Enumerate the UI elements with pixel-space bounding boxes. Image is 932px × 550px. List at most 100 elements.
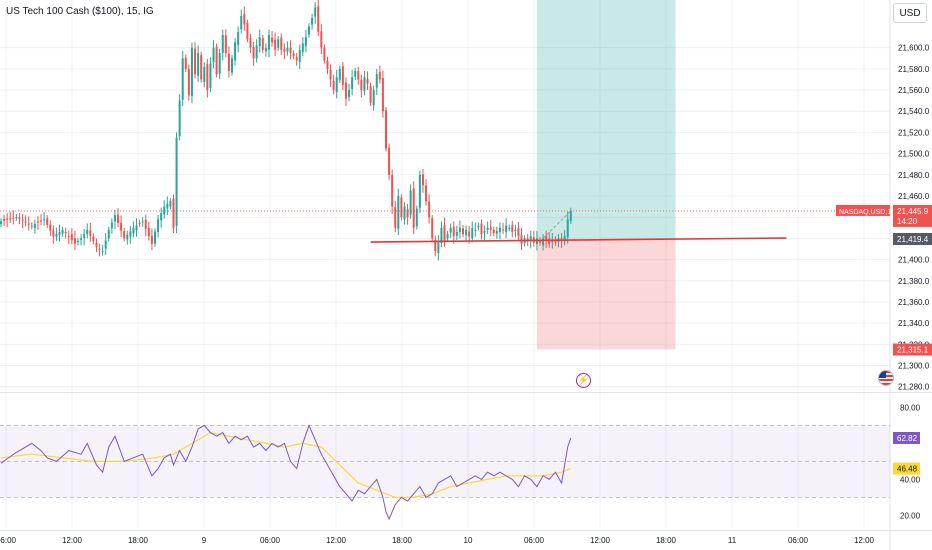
candle-body <box>508 227 511 229</box>
candle-body <box>234 42 237 61</box>
candle-body <box>517 228 520 237</box>
candle-body <box>344 82 347 99</box>
candle-body <box>354 70 357 77</box>
candle-body <box>554 239 557 243</box>
y-tick-label: 21,500.0 <box>898 150 930 159</box>
candle-body <box>474 229 477 231</box>
candle-body <box>190 47 193 96</box>
candle-body <box>70 234 73 241</box>
x-tick-label: 06:00 <box>524 536 545 545</box>
candle-body <box>132 227 135 234</box>
us-flag-icon <box>879 371 893 385</box>
candle-body <box>21 219 24 221</box>
candle-body <box>267 34 270 50</box>
candle-body <box>264 47 267 52</box>
candle-body <box>421 174 424 186</box>
candle-body <box>406 209 409 218</box>
candle-body <box>200 55 203 80</box>
support-price-label: 21,419.4 <box>897 235 929 244</box>
candle-body <box>495 230 498 234</box>
stop-tag-bg <box>893 343 932 356</box>
y-tick-label: 21,600.0 <box>898 44 930 53</box>
candle-body <box>135 225 138 231</box>
y-tick-label: 21,460.0 <box>898 192 930 201</box>
candle-body <box>514 229 517 231</box>
candle-body <box>120 222 123 231</box>
candle-body <box>304 37 307 46</box>
candle-body <box>529 236 532 242</box>
candle-body <box>449 227 452 233</box>
y-tick-label: 21,280.0 <box>898 383 930 392</box>
candle-body <box>58 232 61 236</box>
currency-button[interactable]: USD <box>893 3 927 23</box>
candle-body <box>52 230 55 237</box>
candle-body <box>440 227 443 244</box>
candle-body <box>89 230 92 236</box>
x-tick-label: 06:00 <box>260 536 281 545</box>
candle-body <box>320 31 323 48</box>
candle-body <box>104 240 107 249</box>
candle-body <box>486 227 489 230</box>
last-price-symbol: NASDAQ,USD,100 <box>839 209 899 216</box>
candle-body <box>329 69 332 80</box>
candle-body <box>280 37 283 50</box>
x-tick-label: 12:00 <box>854 536 875 545</box>
candle-body <box>468 231 471 237</box>
candle-body <box>249 38 252 48</box>
candle-body <box>144 219 147 229</box>
candle-body <box>286 47 289 52</box>
candle-body <box>542 238 545 246</box>
candle-body <box>163 206 166 215</box>
candle-body <box>388 147 391 175</box>
candle-body <box>6 218 9 220</box>
candle-body <box>520 235 523 244</box>
candle-body <box>492 229 495 234</box>
candle-body <box>277 39 280 48</box>
candle-body <box>511 225 514 233</box>
candle-body <box>289 47 292 53</box>
candle-body <box>184 57 187 69</box>
candle-body <box>187 68 190 96</box>
y-tick-label: 21,400.0 <box>898 256 930 265</box>
rsi-value-tag-bg <box>893 432 920 444</box>
candle-body <box>418 174 421 208</box>
candle-body <box>489 227 492 230</box>
candle-body <box>563 236 566 242</box>
candle-body <box>86 229 89 235</box>
candle-body <box>231 58 233 73</box>
last-price-countdown: 14:20 <box>897 217 918 226</box>
candle-body <box>227 53 230 71</box>
candle-body <box>9 218 12 220</box>
candle-body <box>385 110 387 149</box>
candle-body <box>505 225 508 232</box>
candle-body <box>110 222 113 229</box>
candle-body <box>12 217 15 219</box>
lightning-icon[interactable]: ⚡ <box>576 373 591 388</box>
support-line <box>370 237 787 243</box>
candle-body <box>215 46 218 75</box>
candle-body <box>271 37 274 43</box>
candle-body <box>101 251 104 253</box>
candle-body <box>341 66 344 85</box>
candle-body <box>49 224 52 231</box>
rsi-series-line <box>0 424 572 521</box>
candle-body <box>465 229 468 236</box>
candle-body <box>224 35 227 53</box>
candle-body <box>378 72 381 80</box>
candle-body <box>412 188 415 228</box>
candle-body <box>462 228 464 235</box>
y-tick-label: 21,300.0 <box>898 362 930 371</box>
x-tick-label: 06:00 <box>0 536 17 545</box>
candle-body <box>67 235 70 237</box>
candle-body <box>458 227 461 233</box>
candle-body <box>73 238 76 244</box>
candle-body <box>178 100 181 137</box>
candle-body <box>308 26 310 35</box>
candle-body <box>314 7 317 17</box>
candle-body <box>150 235 153 244</box>
candle-body <box>566 219 569 238</box>
candle-body <box>138 223 141 225</box>
candle-body <box>434 239 437 252</box>
loss-zone <box>536 239 676 350</box>
rsi-tick-label: 20.00 <box>900 511 921 520</box>
